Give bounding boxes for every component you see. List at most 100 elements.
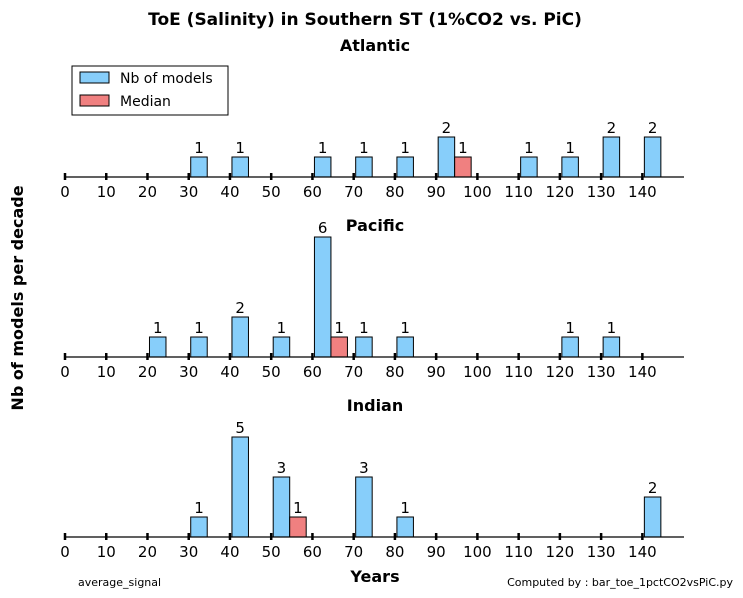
bar-value-label: 1 [318,139,328,157]
bar-models [437,136,456,178]
x-tick-label: 100 [463,543,492,561]
x-tick-label: 10 [97,183,116,201]
bar-models [396,516,414,538]
bar-models [190,336,208,358]
x-tick-label: 100 [463,363,492,381]
x-tick-label: 20 [138,363,157,381]
bar-median [454,156,472,178]
bar-value-label: 6 [318,219,328,237]
panel-title: Indian [347,396,403,415]
bar-value-label: 1 [565,319,575,337]
x-tick-label: 110 [504,543,533,561]
bar-models [148,336,167,358]
bar-value-label: 2 [235,299,245,317]
bar-models [643,496,662,538]
legend-label-median: Median [120,94,171,110]
x-tick-label: 130 [587,543,616,561]
bar-value-label: 1 [235,139,245,157]
x-tick-label: 20 [138,543,157,561]
x-tick-label: 30 [179,183,198,201]
bar-models [396,156,414,178]
x-tick-label: 140 [628,183,657,201]
bar-models [190,516,208,538]
panel-title: Pacific [346,216,404,235]
bar-models [520,156,538,178]
bar-value-label: 1 [277,319,287,337]
x-tick-label: 100 [463,183,492,201]
x-tick-label: 90 [427,363,446,381]
legend: Nb of models Median [71,65,229,116]
bar-models [313,156,332,178]
bar-value-label: 1 [153,319,163,337]
bar-value-label: 1 [194,139,204,157]
bar-value-label: 1 [400,499,410,517]
median-value-label: 1 [293,499,303,517]
bar-value-label: 1 [524,139,534,157]
x-tick-label: 130 [587,363,616,381]
bar-models [272,476,291,538]
footer-right-note: Computed by : bar_toe_1pctCO2vsPiC.py [507,576,733,589]
bar-models [602,336,621,358]
panel-title: Atlantic [340,36,410,55]
y-axis-label: Nb of models per decade [8,185,27,410]
legend-label-models: Nb of models [120,71,213,87]
bar-value-label: 5 [235,419,245,437]
x-tick-label: 90 [427,543,446,561]
x-tick-label: 120 [546,183,575,201]
bar-models [602,136,621,178]
bar-models [190,156,208,178]
x-tick-label: 0 [60,183,70,201]
bar-value-label: 3 [277,459,287,477]
bar-models [355,476,373,538]
x-tick-label: 0 [60,363,70,381]
x-tick-label: 50 [262,183,281,201]
bar-models [561,156,579,178]
x-tick-label: 120 [546,543,575,561]
bar-value-label: 2 [648,479,658,497]
median-value-label: 1 [334,319,344,337]
x-tick-label: 110 [504,363,533,381]
x-tick-label: 50 [262,543,281,561]
x-tick-label: 70 [344,543,363,561]
bar-value-label: 2 [648,119,658,137]
bar-value-label: 1 [359,319,369,337]
bar-models [313,236,332,358]
x-axis-label: Years [349,567,399,586]
bar-value-label: 2 [607,119,617,137]
legend-swatch-median [79,94,110,107]
x-tick-label: 40 [220,543,239,561]
x-tick-label: 0 [60,543,70,561]
footer-left-note: average_signal [78,576,161,589]
x-tick-label: 140 [628,543,657,561]
bar-median [330,336,348,358]
bar-models [561,336,579,358]
x-tick-label: 30 [179,543,198,561]
legend-swatch-models [79,71,110,84]
x-tick-label: 110 [504,183,533,201]
chart-title: ToE (Salinity) in Southern ST (1%CO2 vs.… [148,10,582,30]
x-tick-label: 70 [344,363,363,381]
bar-models [272,336,291,358]
x-tick-label: 80 [385,183,404,201]
x-tick-label: 10 [97,543,116,561]
x-tick-label: 80 [385,363,404,381]
bar-models [231,436,249,538]
bar-models [396,336,414,358]
x-tick-label: 20 [138,183,157,201]
x-tick-label: 70 [344,183,363,201]
x-tick-label: 90 [427,183,446,201]
bar-value-label: 1 [400,319,410,337]
bar-models [355,336,373,358]
x-tick-label: 60 [303,363,322,381]
bar-value-label: 1 [194,499,204,517]
bar-median [289,516,307,538]
bar-value-label: 1 [400,139,410,157]
bar-value-label: 1 [565,139,575,157]
x-tick-label: 130 [587,183,616,201]
x-tick-label: 120 [546,363,575,381]
bar-models [643,136,662,178]
